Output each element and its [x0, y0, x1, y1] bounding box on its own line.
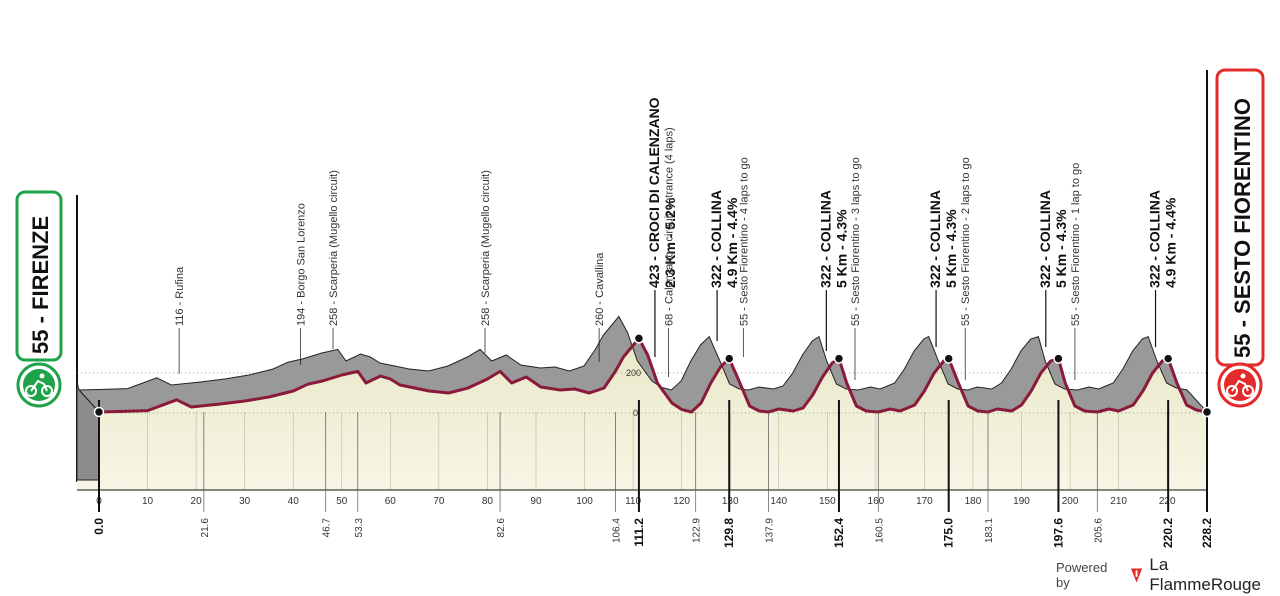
annotation-sublabel: 4.9 Km - 4.4%	[1163, 197, 1179, 288]
x-tick-label: 50	[336, 496, 348, 507]
y-tick-label: 0	[633, 408, 638, 418]
x-tick-label: 10	[142, 496, 154, 507]
annotation-label: 68 - Calenzano - circuit entrance (4 lap…	[664, 127, 676, 326]
x-tick-label: 110	[625, 496, 641, 507]
annotation-label: 116 - Rufina	[174, 266, 186, 326]
x-tick-label: 30	[239, 496, 251, 507]
x-tick-label: 180	[965, 496, 982, 507]
x-tick-label: 160	[868, 496, 885, 507]
x-tick-label: 90	[530, 496, 542, 507]
km-marker-label: 129.8	[722, 518, 736, 548]
km-marker-label: 106.4	[612, 518, 623, 543]
x-tick-label: 190	[1013, 496, 1030, 507]
annotation-label: 322 - COLLINA	[1147, 190, 1163, 288]
km-marker-label: 82.6	[496, 518, 507, 538]
brand-name: La FlammeRouge	[1149, 555, 1261, 594]
x-tick-label: 200	[1062, 496, 1079, 507]
annotation-sublabel: 5 Km - 4.3%	[943, 209, 959, 288]
powered-by-text: Powered by	[1056, 560, 1108, 590]
x-tick-label: 60	[385, 496, 397, 507]
x-tick-label: 140	[770, 496, 787, 507]
annotation-sublabel: 4.9 Km - 4.4%	[724, 197, 740, 288]
km-marker-label: 111.2	[632, 518, 646, 547]
x-tick-label: 100	[576, 496, 593, 507]
km-marker-label: 183.1	[984, 518, 995, 543]
flame-logo-icon	[1131, 568, 1143, 583]
x-tick-label: 130	[722, 496, 739, 507]
km-marker-dot	[1201, 406, 1213, 418]
brand-footer: Powered by La FlammeRouge	[1056, 555, 1276, 594]
km-marker-label: 122.9	[692, 518, 703, 543]
start-label: 55 - FIRENZE	[28, 216, 53, 354]
km-marker-dot	[1162, 353, 1174, 364]
x-tick-label: 40	[288, 496, 300, 507]
annotation-sublabel: 5 Km - 4.3%	[1053, 209, 1069, 288]
km-marker-dot	[633, 333, 645, 344]
km-marker-label: 220.2	[1161, 518, 1175, 548]
annotation-label: 258 - Scarperia (Mugello circuit)	[328, 170, 340, 326]
x-tick-label: 20	[191, 496, 203, 507]
finish-label: 55 - SESTO FIORENTINO	[1230, 98, 1255, 358]
annotation-label: 322 - COLLINA	[817, 190, 833, 288]
km-marker-label: 0.0	[92, 518, 106, 535]
km-marker-label: 228.2	[1200, 518, 1214, 548]
km-marker-label: 175.0	[942, 518, 956, 548]
annotation-label: 194 - Borgo San Lorenzo	[295, 203, 307, 326]
km-marker-dot	[943, 353, 954, 364]
x-tick-label: 80	[482, 496, 494, 507]
annotation-label: 260 - Cavallina	[594, 252, 606, 326]
finish-badge: 55 - SESTO FIORENTINO	[1215, 68, 1265, 408]
km-marker-label: 205.6	[1093, 518, 1104, 543]
x-tick-label: 170	[916, 496, 933, 507]
km-marker-label: 197.6	[1051, 518, 1065, 548]
km-marker-label: 46.7	[322, 518, 333, 538]
annotation-sublabel: 5 Km - 4.3%	[833, 209, 849, 288]
km-marker-dot	[93, 406, 105, 418]
start-badge: 55 - FIRENZE	[15, 190, 63, 408]
annotation-label: 322 - COLLINA	[1037, 190, 1053, 288]
x-tick-label: 120	[673, 496, 690, 507]
km-marker-label: 21.6	[200, 518, 211, 538]
annotation-label: 258 - Scarperia (Mugello circuit)	[480, 170, 492, 326]
km-marker-dot	[1053, 353, 1064, 364]
annotation-label: 423 - CROCI DI CALENZANO	[646, 97, 662, 288]
annotation-label: 55 - Sesto Fiorentino - 4 laps to go	[738, 157, 750, 326]
km-marker-label: 160.5	[874, 518, 885, 543]
x-tick-label: 150	[819, 496, 836, 507]
y-tick-label: 200	[626, 368, 641, 378]
annotation-label: 322 - COLLINA	[708, 190, 724, 288]
x-tick-label: 210	[1110, 496, 1127, 507]
cyclist-icon	[25, 373, 53, 397]
annotation-sublabel: 2.3 Km - 5.2%	[662, 197, 678, 288]
x-tick-label: 70	[433, 496, 445, 507]
km-marker-label: 152.4	[832, 518, 846, 548]
cyclist-icon	[1226, 373, 1254, 397]
annotation-label: 322 - COLLINA	[927, 190, 943, 288]
km-marker-dot	[723, 353, 735, 364]
annotation-label: 55 - Sesto Fiorentino - 3 laps to go	[850, 157, 862, 326]
km-marker-dot	[833, 353, 845, 364]
annotation-label: 55 - Sesto Fiorentino - 2 laps to go	[960, 157, 972, 326]
km-marker-label: 137.9	[765, 518, 776, 543]
km-marker-label: 53.3	[354, 518, 365, 538]
annotation-label: 55 - Sesto Fiorentino - 1 lap to go	[1070, 163, 1082, 326]
